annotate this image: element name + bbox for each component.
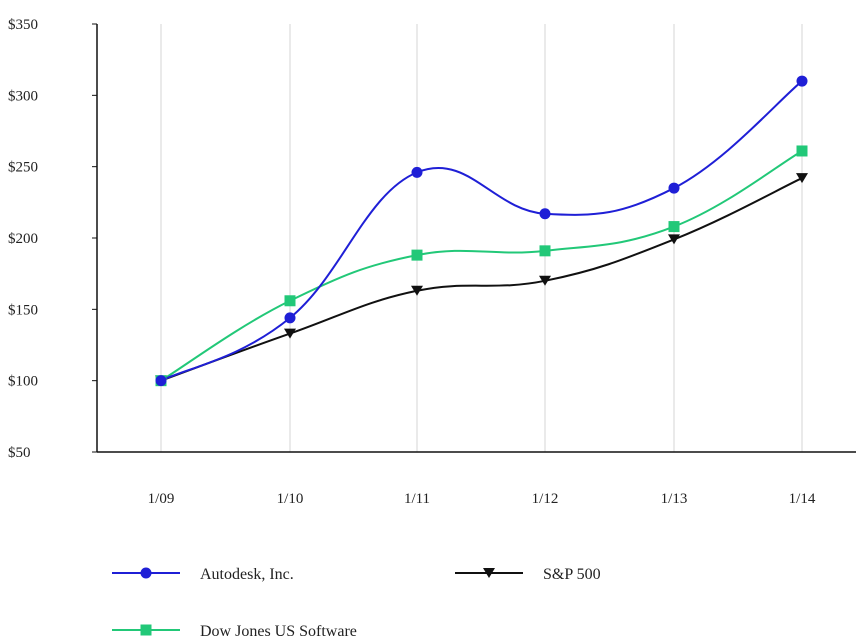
legend-item-1: S&P 500 xyxy=(455,566,601,583)
legend: Autodesk, Inc. S&P 500 Dow Jones US Softwa… xyxy=(112,566,601,639)
legend-item-0: Autodesk, Inc. xyxy=(112,566,294,583)
data-point-1-2 xyxy=(411,285,423,296)
data-point-0-3 xyxy=(539,208,551,220)
series-line-1 xyxy=(160,177,803,382)
legend-label: S&P 500 xyxy=(543,566,601,583)
data-point-1-3 xyxy=(539,275,551,286)
x-tick-label: 1/12 xyxy=(532,491,559,507)
data-point-2-4 xyxy=(668,221,680,233)
series-line-0 xyxy=(160,80,803,382)
data-point-1-4 xyxy=(668,234,680,245)
series-lines xyxy=(160,80,803,382)
data-point-0-5 xyxy=(796,75,808,87)
y-tick-label: $50 xyxy=(8,445,31,461)
y-axis-ticks: $50 $100 $150 $200 $250 $300 $350 xyxy=(8,17,97,461)
data-point-0-1 xyxy=(284,312,296,324)
data-point-1-1 xyxy=(284,328,296,339)
data-point-2-5 xyxy=(796,145,808,157)
data-point-0-4 xyxy=(668,182,680,194)
data-point-2-2 xyxy=(411,249,423,261)
x-axis-ticks: 1/09 1/10 1/11 1/12 1/13 1/14 xyxy=(148,491,816,507)
data-point-0-0 xyxy=(155,375,167,387)
data-point-2-3 xyxy=(539,245,551,257)
grid-lines xyxy=(160,24,803,452)
legend-label: Autodesk, Inc. xyxy=(200,566,294,583)
x-tick-label: 1/11 xyxy=(404,491,430,507)
y-tick-label: $150 xyxy=(8,302,38,318)
legend-label: Dow Jones US Software xyxy=(200,623,357,639)
x-tick-label: 1/13 xyxy=(661,491,688,507)
legend-item-2: Dow Jones US Software xyxy=(112,623,357,639)
x-tick-label: 1/09 xyxy=(148,491,175,507)
series-line-2 xyxy=(160,150,803,382)
legend-marker xyxy=(140,567,152,579)
legend-marker xyxy=(483,568,495,578)
y-tick-label: $350 xyxy=(8,17,38,33)
x-tick-label: 1/14 xyxy=(789,491,816,507)
y-tick-label: $250 xyxy=(8,160,38,176)
chart-axes xyxy=(96,24,856,453)
x-tick-label: 1/10 xyxy=(277,491,304,507)
y-tick-label: $100 xyxy=(8,374,38,390)
data-point-1-5 xyxy=(796,173,808,184)
data-point-2-1 xyxy=(284,295,296,307)
data-point-0-2 xyxy=(411,166,423,178)
y-tick-label: $200 xyxy=(8,231,38,247)
y-tick-label: $300 xyxy=(8,88,38,104)
series-markers xyxy=(155,75,808,387)
legend-marker xyxy=(140,624,152,636)
